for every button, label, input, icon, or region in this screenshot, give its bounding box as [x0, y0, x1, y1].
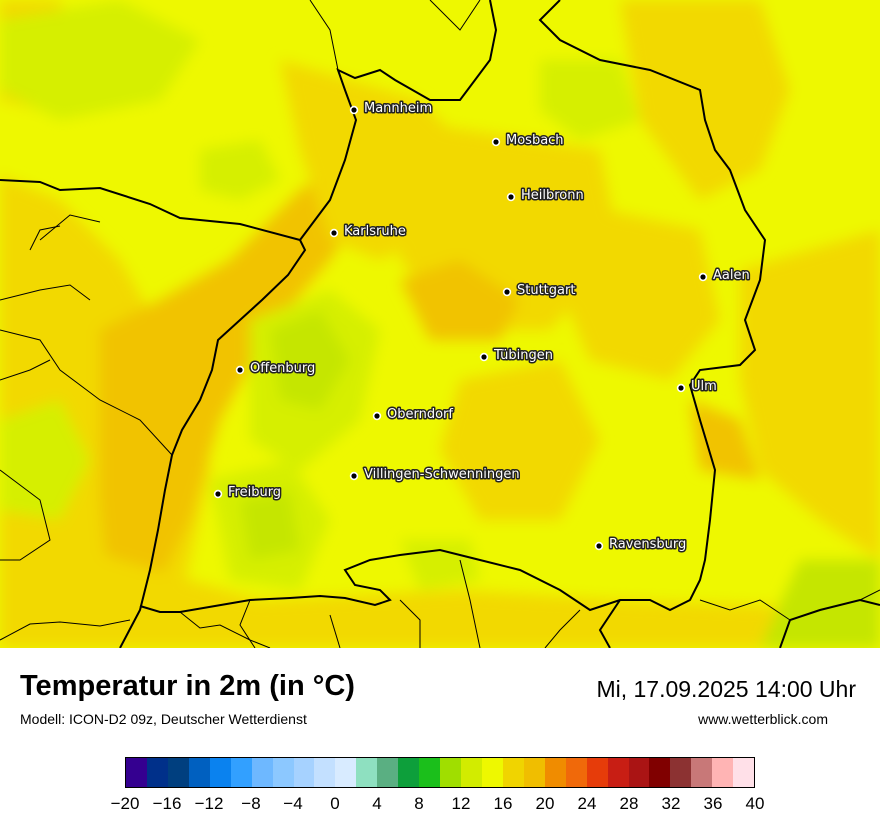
city-marker: Aalen: [698, 267, 751, 285]
colorbar-tick-label: −8: [241, 794, 261, 813]
colorbar-tick-label: 24: [577, 794, 597, 813]
city-marker: Ulm: [676, 378, 718, 396]
city-label: Mannheim: [364, 101, 432, 116]
city-label: Karlsruhe: [344, 224, 406, 239]
city-dot: [235, 365, 245, 375]
colorbar-segment: [691, 758, 713, 787]
colorbar-segment: [502, 758, 524, 787]
city-label: Freiburg: [228, 485, 281, 500]
city-dot: [329, 228, 339, 238]
colorbar-segment: [649, 758, 671, 787]
city-label: Aalen: [713, 268, 750, 283]
temperature-colorbar: [125, 757, 755, 788]
city-dot: [372, 411, 382, 421]
city-dot: [479, 352, 489, 362]
district-borders: [0, 0, 880, 648]
colorbar-segment: [146, 758, 168, 787]
colorbar-tick-label: 12: [451, 794, 471, 813]
colorbar-segment: [230, 758, 252, 787]
colorbar-segment: [544, 758, 566, 787]
city-dot: [676, 383, 686, 393]
city-marker: Stuttgart: [502, 282, 577, 300]
colorbar-segment: [733, 758, 755, 787]
city-marker: Freiburg: [213, 484, 283, 502]
colorbar-tick-label: 28: [619, 794, 639, 813]
temperature-field-patches: [0, 0, 880, 648]
city-label: Oberndorf: [387, 407, 453, 422]
colorbar-tick-label: −4: [283, 794, 303, 813]
city-dot: [502, 287, 512, 297]
colorbar-segment: [314, 758, 336, 787]
city-markers: Mannheim Mosbach Heilbronn Karlsruhe Aalen St…: [213, 100, 751, 554]
colorbar-tick-label: 32: [661, 794, 681, 813]
colorbar-segment: [607, 758, 629, 787]
colorbar-segment: [126, 758, 147, 787]
city-marker: Tübingen: [479, 347, 555, 365]
city-dot: [506, 192, 516, 202]
city-label: Mosbach: [506, 133, 564, 148]
colorbar-segment: [209, 758, 231, 787]
map-title: Temperatur in 2m (in °C): [20, 670, 355, 702]
colorbar-segment: [251, 758, 273, 787]
colorbar-tick-label: 36: [703, 794, 723, 813]
colorbar-segment: [398, 758, 420, 787]
colorbar-segment: [712, 758, 734, 787]
map-footer: Temperatur in 2m (in °C) Modell: ICON-D2…: [0, 648, 880, 830]
city-dot: [698, 272, 708, 282]
city-marker: Karlsruhe: [329, 223, 407, 241]
city-dot: [349, 105, 359, 115]
colorbar-segment: [167, 758, 189, 787]
colorbar-tick-label: 16: [493, 794, 513, 813]
colorbar-tick-label: 0: [330, 794, 340, 813]
colorbar-ticks: −20 −16 −12 −8 −4 0 4 8 12 16 20 24 28 32 36 40: [111, 794, 765, 818]
colorbar-segment: [272, 758, 294, 787]
colorbar-segment: [440, 758, 461, 787]
colorbar-tick-label: −16: [152, 794, 182, 813]
city-dot: [349, 471, 359, 481]
colorbar-segment: [335, 758, 357, 787]
city-marker: Heilbronn: [506, 187, 585, 205]
colorbar-tick-label: 8: [414, 794, 424, 813]
colorbar-tick-label: 40: [745, 794, 765, 813]
city-marker: Oberndorf: [372, 406, 455, 424]
city-label: Offenburg: [250, 361, 315, 376]
city-label: Ulm: [691, 379, 717, 394]
temperature-map: Mannheim Mosbach Heilbronn Karlsruhe Aalen St…: [0, 0, 880, 648]
city-marker: Offenburg: [235, 360, 317, 378]
city-dot: [491, 137, 501, 147]
model-source: Modell: ICON-D2 09z, Deutscher Wetterdie…: [20, 711, 307, 727]
colorbar-segment: [628, 758, 650, 787]
city-marker: Ravensburg: [594, 536, 688, 554]
colorbar-segment: [419, 758, 441, 787]
colorbar-segment: [670, 758, 692, 787]
city-dot: [213, 489, 223, 499]
city-label: Heilbronn: [521, 188, 584, 203]
city-marker: Mosbach: [491, 132, 565, 150]
city-marker: Mannheim: [349, 100, 434, 118]
city-marker: Villingen-Schwenningen: [349, 466, 521, 484]
map-svg: Mannheim Mosbach Heilbronn Karlsruhe Aalen St…: [0, 0, 880, 648]
colorbar-segment: [293, 758, 315, 787]
colorbar-segment: [565, 758, 587, 787]
colorbar-segment: [377, 758, 399, 787]
colorbar-segment: [481, 758, 503, 787]
colorbar-segment: [356, 758, 378, 787]
city-label: Stuttgart: [517, 283, 575, 298]
city-label: Villingen-Schwenningen: [364, 467, 520, 482]
colorbar-segment: [586, 758, 608, 787]
colorbar-tick-label: −12: [194, 794, 224, 813]
forecast-datetime: Mi, 17.09.2025 14:00 Uhr: [596, 676, 856, 702]
colorbar-segment: [523, 758, 545, 787]
colorbar-tick-label: 20: [535, 794, 555, 813]
website-link: www.wetterblick.com: [698, 711, 828, 727]
colorbar-tick-label: 4: [372, 794, 382, 813]
city-label: Tübingen: [493, 348, 553, 363]
city-dot: [594, 541, 604, 551]
colorbar-segment: [461, 758, 482, 787]
state-borders: [0, 0, 880, 648]
city-label: Ravensburg: [609, 537, 686, 552]
colorbar-tick-label: −20: [110, 794, 140, 813]
colorbar-segment: [188, 758, 210, 787]
